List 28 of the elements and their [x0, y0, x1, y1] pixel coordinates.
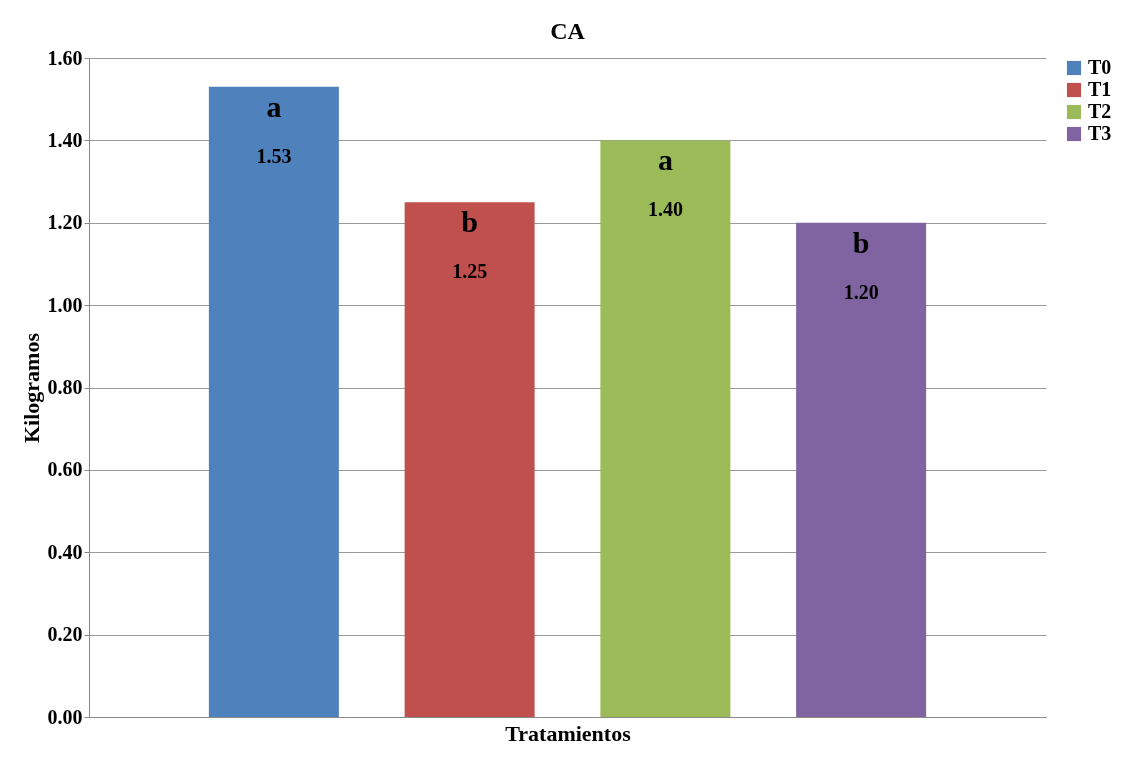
y-tick-label: 0.60	[47, 458, 83, 481]
x-axis-title: Tratamientos	[505, 720, 632, 746]
bar	[796, 222, 927, 717]
y-axis-title: Kilogramos	[18, 332, 44, 443]
y-tick-label: 1.00	[47, 293, 83, 316]
data-label: 1.25	[452, 260, 488, 283]
bar	[404, 202, 535, 717]
y-tick-label: 0.40	[47, 540, 83, 563]
data-label: 1.40	[647, 198, 683, 221]
annotation: a	[266, 89, 282, 123]
legend-label: T0	[1088, 56, 1112, 78]
y-tick-label: 0.20	[47, 623, 83, 646]
annotation: b	[461, 205, 478, 239]
bar	[600, 140, 731, 717]
y-tick-label: 1.60	[47, 46, 83, 69]
legend-label: T2	[1088, 100, 1112, 122]
annotation: a	[657, 143, 673, 177]
data-label: 1.53	[256, 144, 292, 167]
annotation: b	[852, 225, 870, 259]
legend-label: T1	[1088, 78, 1112, 100]
y-tick-label: 1.20	[47, 211, 83, 234]
y-tick-label: 1.40	[47, 128, 83, 151]
bar	[208, 86, 339, 717]
chart-title: CA	[550, 18, 586, 44]
data-label: 1.20	[843, 280, 879, 303]
legend-label: T3	[1088, 122, 1112, 144]
y-tick-label: 0.80	[47, 376, 83, 398]
y-tick-label: 0.00	[47, 705, 83, 728]
